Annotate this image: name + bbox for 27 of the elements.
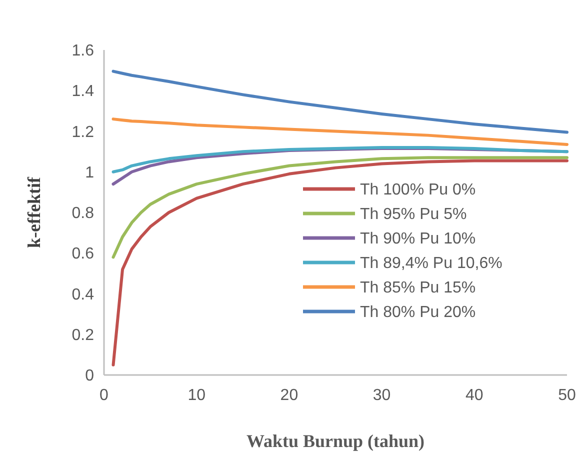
y-tick-label: 0 bbox=[85, 368, 94, 385]
y-tick-label: 0.2 bbox=[72, 326, 94, 344]
legend-label: Th 100% Pu 0% bbox=[360, 182, 476, 199]
x-tick-label: 50 bbox=[558, 387, 576, 404]
x-axis-title: Waktu Burnup (tahun) bbox=[246, 431, 425, 451]
y-tick-label: 1.6 bbox=[72, 42, 94, 60]
x-tick-label: 30 bbox=[372, 387, 391, 404]
y-tick-label: 0.8 bbox=[72, 205, 94, 222]
legend-label: Th 89,4% Pu 10,6% bbox=[360, 255, 502, 272]
y-axis-title: k-effektif bbox=[24, 176, 44, 248]
legend-label: Th 80% Pu 20% bbox=[360, 304, 476, 322]
y-tick-label: 1.4 bbox=[72, 83, 94, 100]
y-tick-label: 1 bbox=[85, 164, 94, 182]
line-series bbox=[112, 118, 568, 146]
y-tick-label: 0.4 bbox=[72, 286, 94, 304]
y-tick-label: 1.2 bbox=[72, 124, 94, 141]
x-tick-label: 10 bbox=[188, 387, 206, 404]
legend-label: Th 85% Pu 15% bbox=[360, 280, 476, 297]
line-series bbox=[112, 146, 568, 174]
y-tick-label: 0.6 bbox=[72, 246, 94, 263]
line-series bbox=[112, 159, 568, 366]
legend-label: Th 95% Pu 5% bbox=[360, 206, 467, 224]
legend-label: Th 90% Pu 10% bbox=[360, 230, 476, 248]
line-series bbox=[112, 70, 568, 134]
x-tick-label: 20 bbox=[280, 387, 298, 404]
x-tick-label: 40 bbox=[466, 387, 484, 404]
x-tick-label: 0 bbox=[100, 387, 109, 404]
